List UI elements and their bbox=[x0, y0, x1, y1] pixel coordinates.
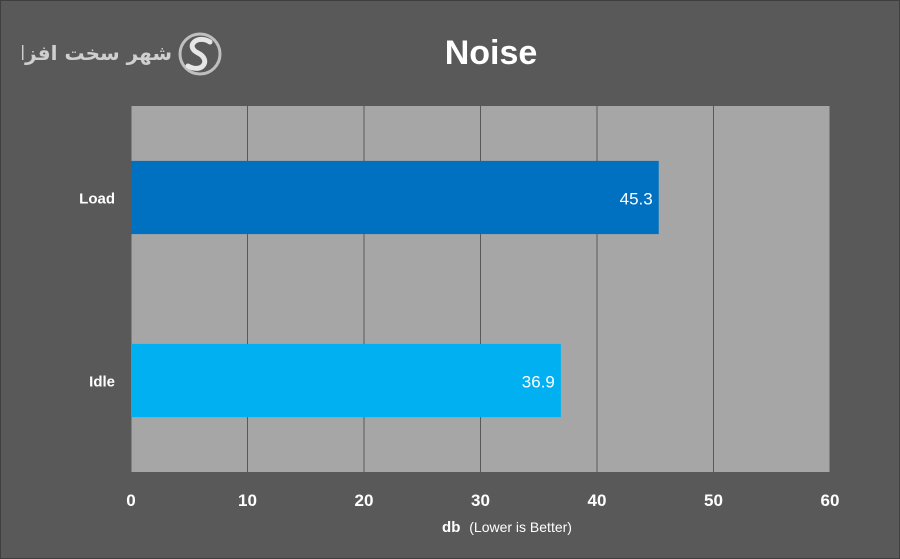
x-axis-label-unit: db bbox=[442, 519, 460, 536]
category-label-idle: Idle bbox=[89, 374, 115, 391]
data-label-load: 45.3 bbox=[620, 190, 653, 209]
x-tick-label-60: 60 bbox=[821, 491, 840, 510]
category-labels: Load Idle bbox=[79, 191, 115, 391]
x-tick-labels: 0 10 20 30 40 50 60 bbox=[126, 491, 839, 510]
x-tick-label-40: 40 bbox=[588, 491, 607, 510]
bar-load bbox=[131, 160, 659, 235]
chart-title: Noise bbox=[445, 34, 538, 72]
logo-text: شهر سخت افزار bbox=[22, 41, 172, 65]
site-logo: شهر سخت افزار bbox=[22, 26, 232, 82]
data-label-idle: 36.9 bbox=[522, 373, 555, 392]
s-swoosh-logo-icon bbox=[178, 32, 222, 76]
x-axis-label-note: (Lower is Better) bbox=[469, 519, 572, 535]
x-tick-label-30: 30 bbox=[471, 491, 490, 510]
x-tick-label-20: 20 bbox=[355, 491, 374, 510]
bars: 45.3 36.9 bbox=[131, 160, 659, 418]
x-axis-label: db (Lower is Better) bbox=[442, 519, 572, 536]
bar-idle bbox=[131, 343, 561, 418]
category-label-load: Load bbox=[79, 191, 115, 208]
x-tick-label-0: 0 bbox=[126, 491, 135, 510]
x-tick-label-10: 10 bbox=[238, 491, 257, 510]
x-tick-label-50: 50 bbox=[704, 491, 723, 510]
